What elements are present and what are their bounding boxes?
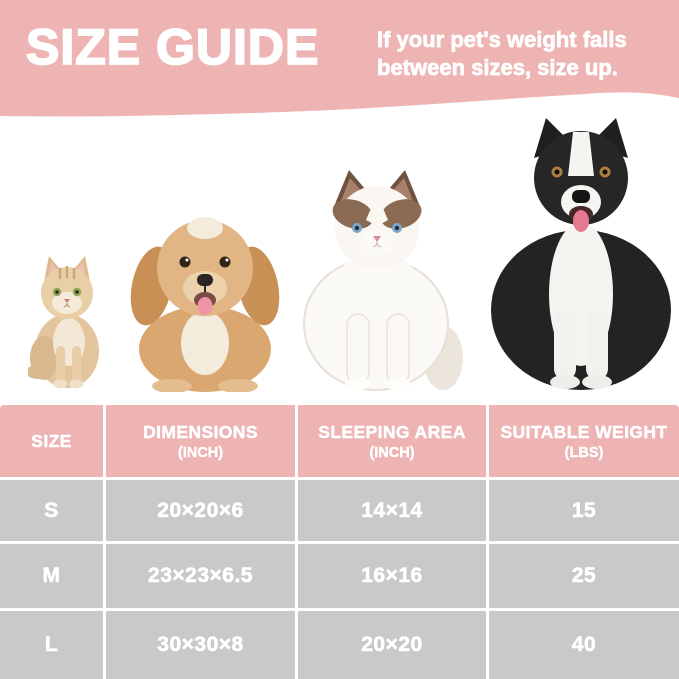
column-header-size-label: SIZE <box>31 430 72 451</box>
sizing-note-line1: If your pet's weight falls <box>377 27 627 53</box>
header-hero: SIZE GUIDE If your pet's weight falls be… <box>0 0 679 394</box>
cell-sleeping-area-l: 20×20 <box>298 611 486 679</box>
cell-suitable-weight-l: 40 <box>489 611 679 679</box>
column-header-suitable-weight-unit: (LBS) <box>564 444 604 461</box>
cell-size-l: L <box>0 611 103 679</box>
column-header-dimensions-label: DIMENSIONS <box>143 421 258 442</box>
cell-suitable-weight-s: 15 <box>489 480 679 541</box>
cell-size-s: S <box>0 480 103 541</box>
cell-suitable-weight-m: 25 <box>489 544 679 608</box>
pet-image-puppy <box>124 206 286 392</box>
column-header-dimensions-unit: (INCH) <box>177 444 224 461</box>
pink-wave-banner <box>0 0 679 117</box>
column-header-suitable-weight-label: SUITABLE WEIGHT <box>500 421 668 442</box>
pet-image-small-cat <box>28 250 106 390</box>
cell-dimensions-m: 23×23×6.5 <box>106 544 295 608</box>
cell-sleeping-area-s: 14×14 <box>298 480 486 541</box>
column-header-size: SIZE <box>0 405 103 477</box>
column-header-sleeping-area-label: SLEEPING AREA <box>318 421 466 442</box>
cell-sleeping-area-m: 16×16 <box>298 544 486 608</box>
sizing-note: If your pet's weight falls between sizes… <box>377 26 627 82</box>
cell-dimensions-s: 20×20×6 <box>106 480 295 541</box>
cell-dimensions-l: 30×30×8 <box>106 611 295 679</box>
column-header-sleeping-area-unit: (INCH) <box>369 444 415 461</box>
sizing-note-line2: between sizes, size up. <box>377 55 619 81</box>
page-title: SIZE GUIDE <box>25 18 320 76</box>
column-header-dimensions: DIMENSIONS (INCH) <box>106 405 295 477</box>
size-guide-table: SIZE DIMENSIONS (INCH) SLEEPING AREA (IN… <box>0 405 679 679</box>
column-header-sleeping-area: SLEEPING AREA (INCH) <box>298 405 486 477</box>
column-header-suitable-weight: SUITABLE WEIGHT (LBS) <box>489 405 679 477</box>
cell-size-m: M <box>0 544 103 608</box>
pet-image-border-collie <box>484 113 678 393</box>
pet-image-ragdoll-cat <box>291 166 465 394</box>
